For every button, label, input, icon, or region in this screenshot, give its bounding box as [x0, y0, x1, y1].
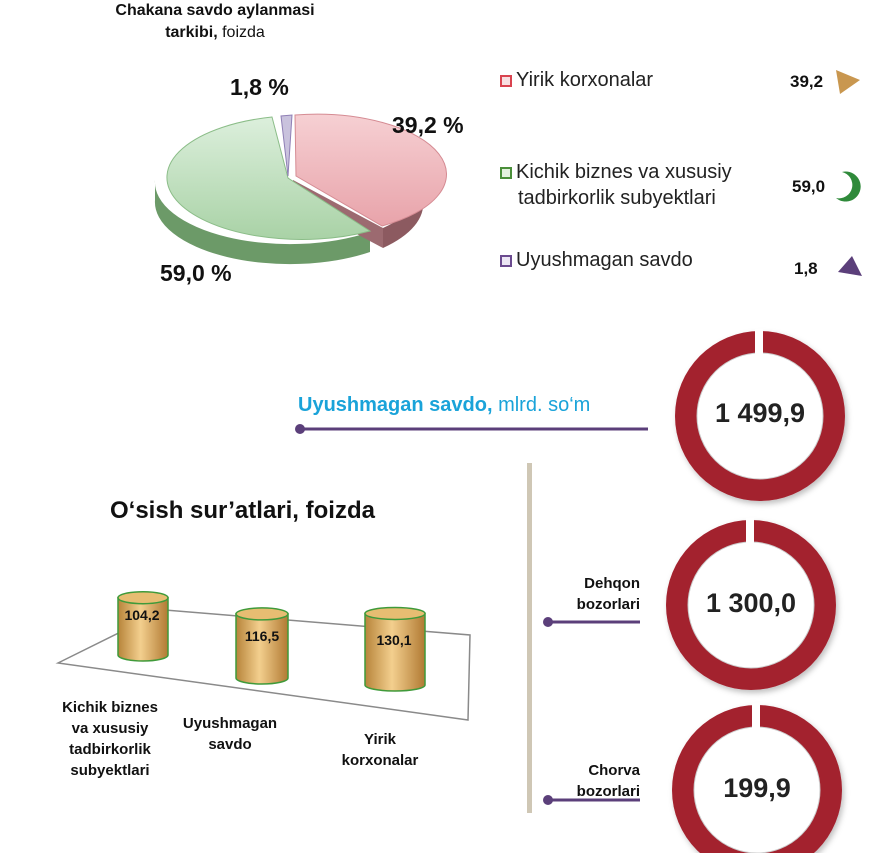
- legend-value-yirik: 39,2: [790, 72, 824, 91]
- uyushmagan-connector-dot: [295, 424, 305, 434]
- legend-label-line2: tadbirkorlik subyektlari: [518, 187, 716, 209]
- growth-cylinder-2: [364, 612, 426, 692]
- legend-value-kichik: 59,0: [792, 177, 826, 196]
- pie-label-green: 59,0 %: [160, 260, 232, 286]
- pie-title-line1: Chakana savdo aylanmasi: [115, 2, 315, 19]
- pie-slice-green: [166, 116, 372, 240]
- cat-line: Uyushmagan: [182, 715, 278, 732]
- legend-swatch-green: [500, 166, 512, 179]
- growth-value-yirik: 130,1: [376, 632, 412, 648]
- pie-title-line2: tarkibi,: [165, 24, 218, 41]
- growth-cylinder-cap-0: [117, 590, 169, 605]
- label-dehqon-line1: Dehqon: [584, 575, 640, 592]
- growth-category-kichik: Kichik biznes va xususiy tadbirkorlik su…: [50, 697, 170, 781]
- dehqon-connector-dot: [543, 617, 553, 627]
- legend-label: Kichik biznes va xususiy: [516, 161, 732, 183]
- growth-cylinder-cap-1: [235, 607, 289, 621]
- growth-title: O‘sish sur’atlari, foizda: [110, 497, 375, 524]
- cat-line: va xususiy: [71, 720, 149, 737]
- legend-item-yirik: Yirik korxonalar: [500, 67, 653, 93]
- growth-value-uyushmagan: 116,5: [244, 628, 280, 644]
- growth-cylinders: [117, 590, 426, 692]
- ring-chorva: [672, 703, 842, 853]
- ring-uyushmagan: [675, 329, 845, 501]
- legend-item-kichik: Kichik biznes va xususiy tadbirkorlik su…: [500, 159, 732, 211]
- legend-item-uyushmagan: Uyushmagan savdo: [500, 247, 693, 273]
- growth-cylinder-1: [235, 613, 289, 685]
- ring-dehqon: [666, 518, 836, 690]
- legend-swatch-red: [500, 74, 512, 87]
- uyushmagan-title-bold: Uyushmagan savdo,: [298, 394, 493, 416]
- vertical-divider: [527, 463, 532, 813]
- cat-line: korxonalar: [341, 752, 419, 769]
- cat-line: Kichik biznes: [62, 699, 158, 716]
- label-chorva-line1: Chorva: [588, 762, 640, 779]
- label-chorva-line2: bozorlari: [576, 783, 640, 800]
- label-chorva: Chorva bozorlari: [540, 760, 640, 802]
- legend-marker-green: [836, 171, 861, 202]
- ring-value-uyushmagan: 1 499,9: [714, 398, 806, 428]
- legend-marker-red: [836, 70, 860, 94]
- growth-cylinder-0: [117, 596, 169, 662]
- legend-marker-purple: [838, 256, 862, 276]
- cat-line: Yirik: [364, 731, 396, 748]
- legend-label: Yirik korxonalar: [516, 69, 654, 91]
- pie-slice-green-side: [154, 180, 370, 265]
- pie-title-unit: foizda: [217, 24, 265, 41]
- label-dehqon-line2: bozorlari: [576, 596, 640, 613]
- label-dehqon: Dehqon bozorlari: [540, 573, 640, 615]
- cat-line: tadbirkorlik: [69, 741, 151, 758]
- ring-value-dehqon: 1 300,0: [705, 588, 797, 618]
- pie-slice-red-side: [383, 180, 424, 248]
- ring-value-chorva: 199,9: [723, 773, 791, 803]
- uyushmagan-title: Uyushmagan savdo, mlrd. so‘m: [298, 394, 590, 417]
- pie-slice-red: [294, 113, 447, 227]
- growth-category-uyushmagan: Uyushmagan savdo: [170, 713, 290, 755]
- legend-label: Uyushmagan savdo: [516, 249, 693, 271]
- cat-line: subyektlari: [70, 762, 150, 779]
- uyushmagan-unit: mlrd. so‘m: [492, 394, 591, 416]
- pie-label-red: 39,2 %: [392, 112, 464, 138]
- cat-line: savdo: [208, 736, 252, 753]
- pie-chart-title: Chakana savdo aylanmasi tarkibi, foizda: [70, 0, 360, 44]
- pie-slice-purple: [280, 114, 293, 177]
- growth-category-yirik: Yirik korxonalar: [320, 729, 440, 771]
- pie-label-purple: 1,8 %: [230, 74, 289, 100]
- growth-value-kichik: 104,2: [124, 607, 160, 623]
- growth-cylinder-cap-2: [364, 606, 426, 621]
- legend-swatch-purple: [500, 254, 512, 267]
- chorva-connector-dot: [543, 795, 553, 805]
- legend-value-uyushmagan: 1,8: [794, 259, 818, 278]
